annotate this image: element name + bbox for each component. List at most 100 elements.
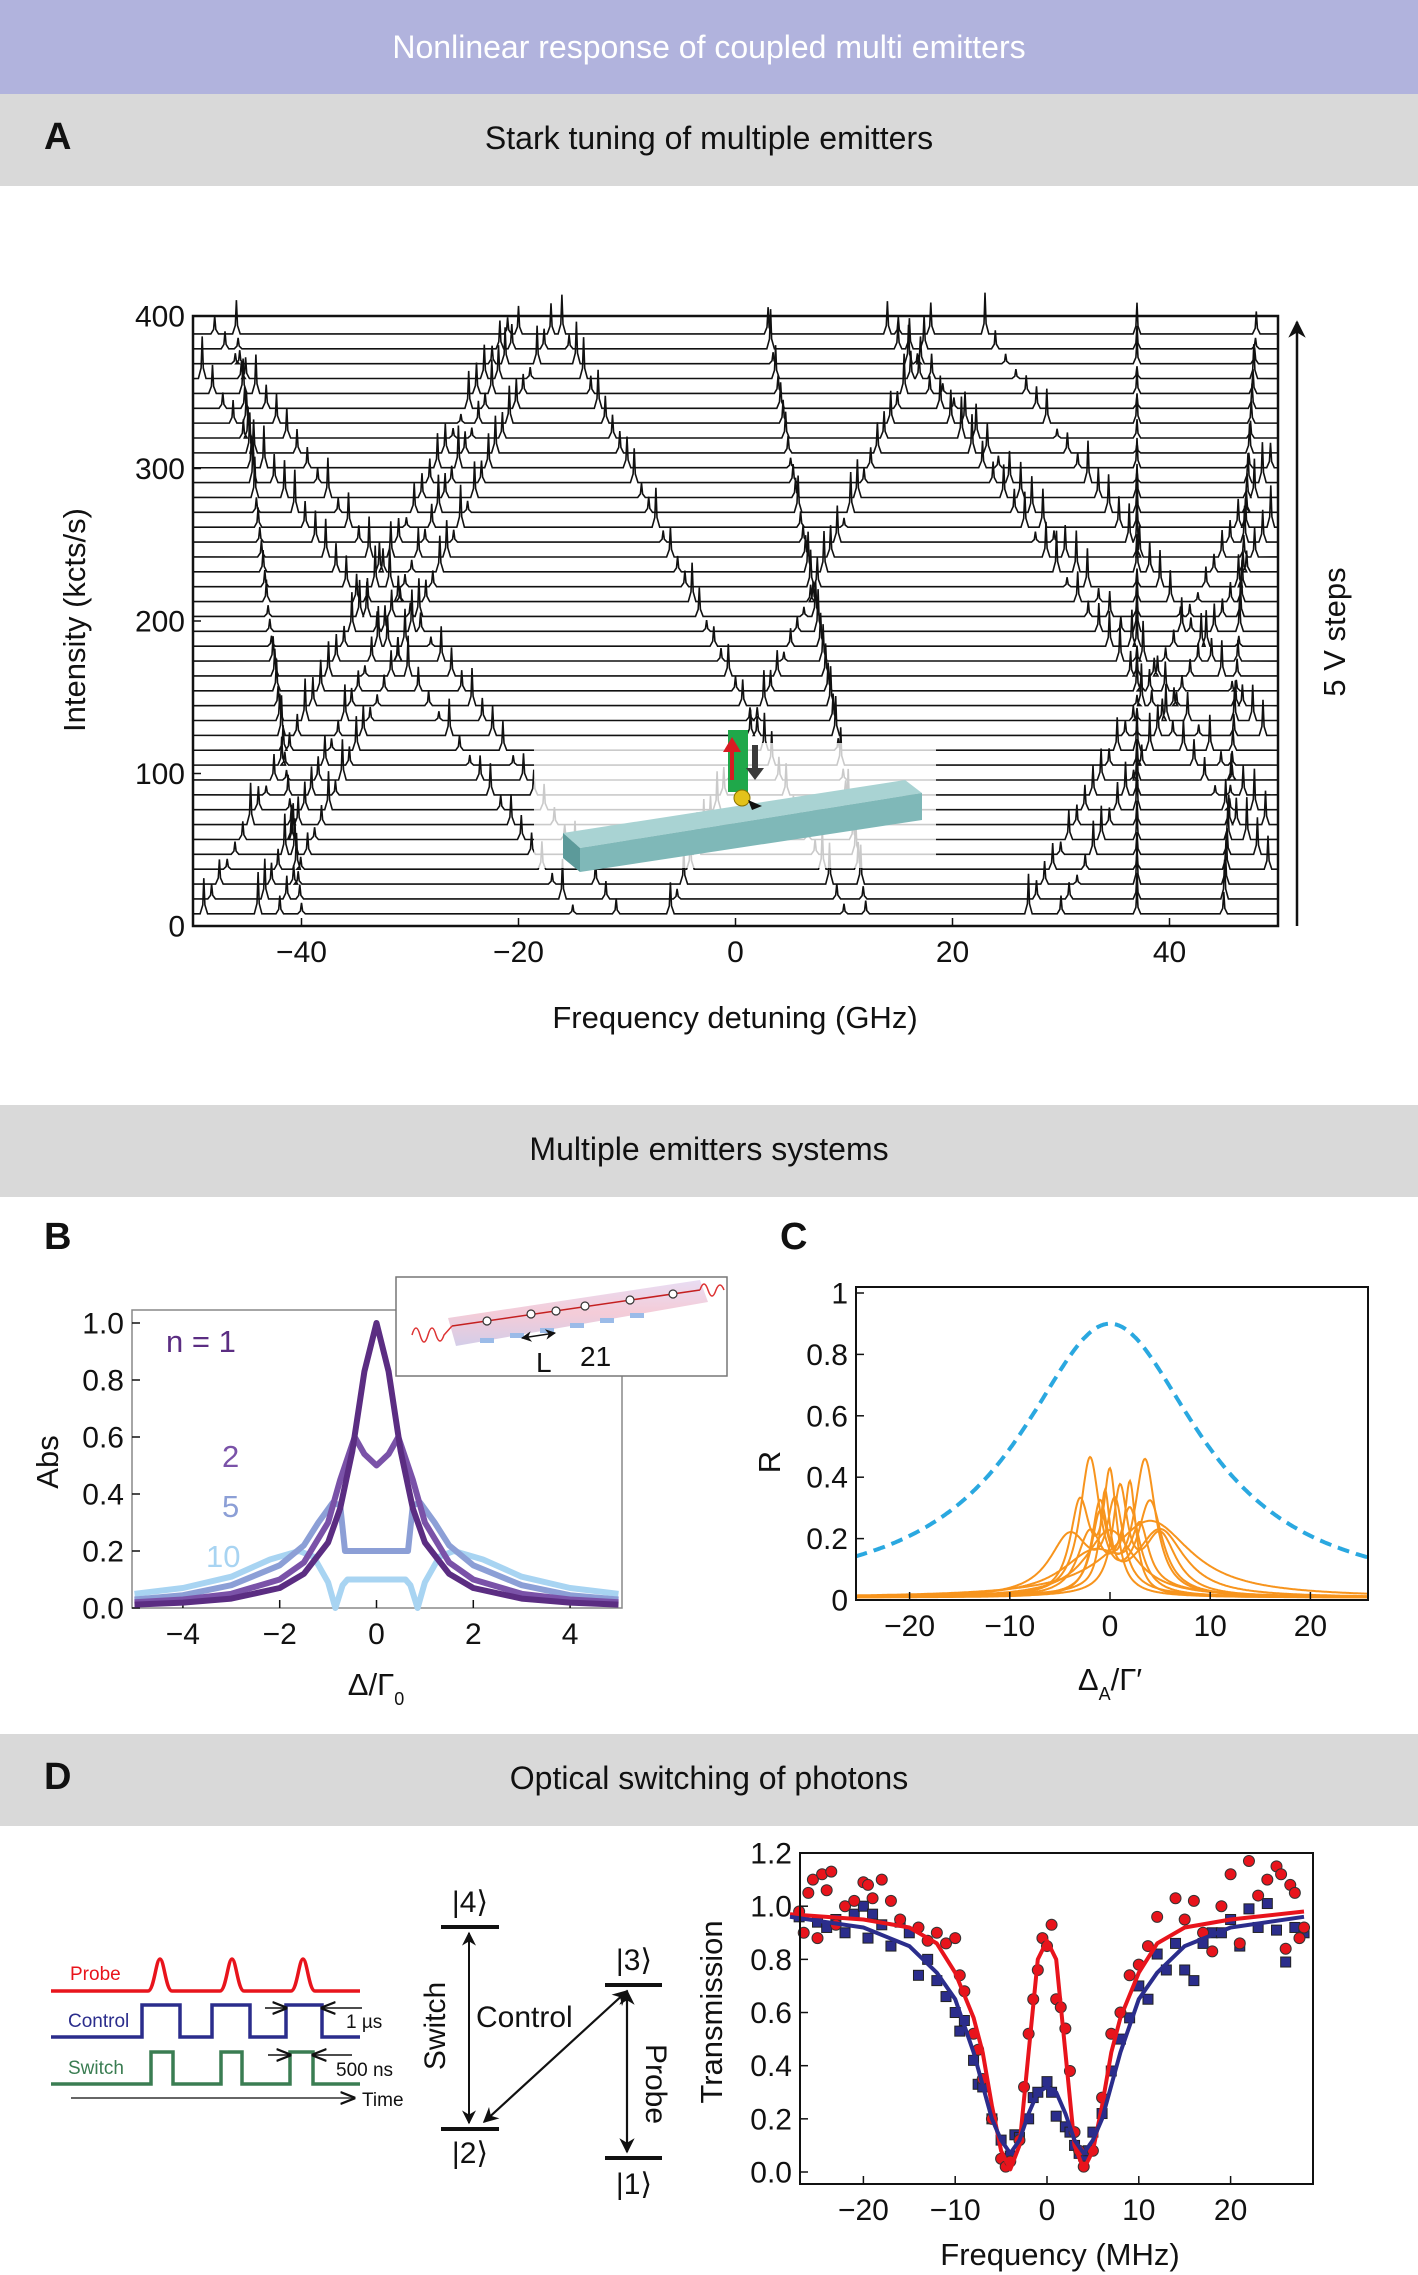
- plot-c-axes: 0 0.2 0.4 0.6 0.8 1 −20 −10 0 10 20: [806, 1278, 1327, 1644]
- blue-data-point: [1188, 1975, 1200, 1987]
- quantum-dot-icon: [733, 789, 751, 807]
- level-2-label: |2⟩: [452, 2137, 488, 2170]
- spectrum-trace: [192, 562, 1279, 603]
- spectrum-trace: [192, 827, 1279, 871]
- plot-c-xlabel: ΔA/Γ′: [1078, 1662, 1142, 1704]
- level-1-label: |1⟩: [616, 2168, 652, 2201]
- plot-b-inset: L 21: [395, 1276, 728, 1378]
- figure-title: Nonlinear response of coupled multi emit…: [392, 28, 1026, 65]
- spectrum-trace: [192, 385, 1279, 424]
- y-tick-label: 0.2: [82, 1536, 124, 1569]
- orange-curve: [855, 1519, 1368, 1597]
- blue-data-point: [912, 1969, 924, 1981]
- x-tick-label: −20: [884, 1610, 935, 1643]
- xlabel-tail: /Γ′: [1111, 1662, 1143, 1697]
- waveguide-end: [563, 833, 580, 872]
- red-data-point: [1215, 1900, 1228, 1913]
- spectrum-trace: [193, 396, 1278, 439]
- emitter-dots: [482, 1289, 678, 1326]
- red-data-point: [866, 1892, 879, 1905]
- series-label-n10: 10: [206, 1539, 240, 1574]
- y-tick-label: 0.6: [750, 1997, 792, 2030]
- blue-data-point: [1280, 1956, 1292, 1968]
- y-tick-label: 0.4: [82, 1479, 124, 1512]
- blue-data-point: [1142, 1993, 1154, 2005]
- x-tick-label: −20: [838, 2194, 889, 2227]
- red-data-point: [1279, 1942, 1292, 1955]
- y-tick-label: 100: [135, 758, 185, 791]
- spectrum-trace: [192, 695, 1279, 737]
- y-tick-label: 0.4: [806, 1462, 848, 1495]
- blue-data-point: [1050, 2110, 1062, 2122]
- plot-c-frame: [855, 1286, 1369, 1601]
- y-tick-label: 0.0: [82, 1593, 124, 1626]
- plot-d-marks: [789, 1855, 1311, 2173]
- x-tick-label: 20: [1214, 2194, 1247, 2227]
- red-data-point: [1261, 1873, 1274, 1886]
- x-tick-label: 10: [1194, 1610, 1227, 1643]
- red-data-point: [1151, 1910, 1164, 1923]
- red-data-point: [940, 1937, 953, 1950]
- absorption-curve: [134, 1499, 619, 1603]
- level-diagram: |4⟩ |2⟩ |3⟩ |1⟩ Switch Control Probe: [419, 1886, 672, 2201]
- red-data-point: [811, 1932, 824, 1945]
- spectrum-trace: [192, 545, 1279, 588]
- absorption-curve: [134, 1548, 619, 1611]
- x-tick-label: −20: [493, 936, 544, 969]
- spectrum-trace: [192, 530, 1279, 573]
- spectrum-trace: [193, 871, 1278, 915]
- blue-data-point: [1261, 1898, 1273, 1910]
- input-photon-wave: [411, 1325, 453, 1343]
- figure-banner: Nonlinear response of coupled multi emit…: [0, 0, 1418, 94]
- plot-b-xlabel: Δ/Γ0: [348, 1667, 404, 1709]
- blue-data-point: [862, 1932, 874, 1944]
- spectrum-trace: [192, 605, 1279, 648]
- red-data-point: [930, 1926, 943, 1939]
- spectrum-trace: [192, 663, 1279, 707]
- plot-a-ylabel: Intensity (kcts/s): [57, 508, 92, 732]
- x-tick-label: 4: [562, 1618, 579, 1651]
- spectrum-trace: [192, 469, 1279, 514]
- spectrum-trace: [192, 292, 1279, 335]
- waveguide-axis: [451, 1289, 701, 1327]
- section-title-bc: Multiple emitters systems: [529, 1131, 889, 1167]
- red-data-point: [1233, 1937, 1246, 1950]
- blue-data-point: [1179, 1964, 1191, 1976]
- y-tick-label: 1.0: [82, 1308, 124, 1341]
- spectrum-trace: [193, 635, 1278, 677]
- plot-d-xlabel: Frequency (MHz): [940, 2237, 1179, 2272]
- spectrum-trace: [192, 516, 1279, 558]
- red-data-point: [884, 1894, 897, 1907]
- spectrum-trace: [192, 503, 1279, 543]
- red-data-point: [1178, 1913, 1191, 1926]
- red-data-point: [1123, 1969, 1136, 1982]
- plot-b-ylabel: Abs: [30, 1435, 65, 1488]
- blue-data-point: [857, 1900, 869, 1912]
- spectrum-trace: [192, 727, 1279, 766]
- red-data-point: [839, 1900, 852, 1913]
- y-tick-label: 0.2: [806, 1523, 848, 1556]
- red-data-point: [949, 1932, 962, 1945]
- level-4-label: |4⟩: [452, 1886, 488, 1919]
- red-data-point: [820, 1884, 833, 1897]
- x-tick-label: 10: [1122, 2194, 1155, 2227]
- probe-waveform: [51, 1957, 360, 1993]
- blue-data-point: [1170, 1937, 1182, 1949]
- x-tick-label: 0: [1102, 1610, 1119, 1643]
- control-label: Control: [68, 2011, 129, 2032]
- red-data-point: [861, 1878, 874, 1891]
- x-tick-label: −2: [263, 1618, 297, 1651]
- x-tick-label: 0: [368, 1618, 385, 1651]
- output-photon-wave: [699, 1283, 725, 1297]
- chart-c-reflection: 0 0.2 0.4 0.6 0.8 1 −20 −10 0 10 20 ΔA/Γ′ R: [752, 1278, 1369, 1704]
- chart-b-absorption: 0.0 0.2 0.4 0.6 0.8 1.0 −4 −2 0 2 4 n = 1 2 5 10 Δ…: [30, 1276, 728, 1709]
- spin-down-arrow-icon: [746, 745, 764, 780]
- spacing-arrow-icon: [520, 1329, 557, 1342]
- chart-d-transmission: 0.0 0.2 0.4 0.6 0.8 1.0 1.2 −20 −10 0 10 20 Frequen…: [694, 1838, 1314, 2272]
- dipole-arrow-icon: [748, 800, 762, 810]
- y-tick-label: 0.8: [806, 1339, 848, 1372]
- spectrum-trace: [192, 412, 1279, 454]
- spectrum-trace: [192, 440, 1279, 484]
- spectrum-trace: [192, 658, 1279, 692]
- control-width-label: 1 µs: [346, 2012, 382, 2033]
